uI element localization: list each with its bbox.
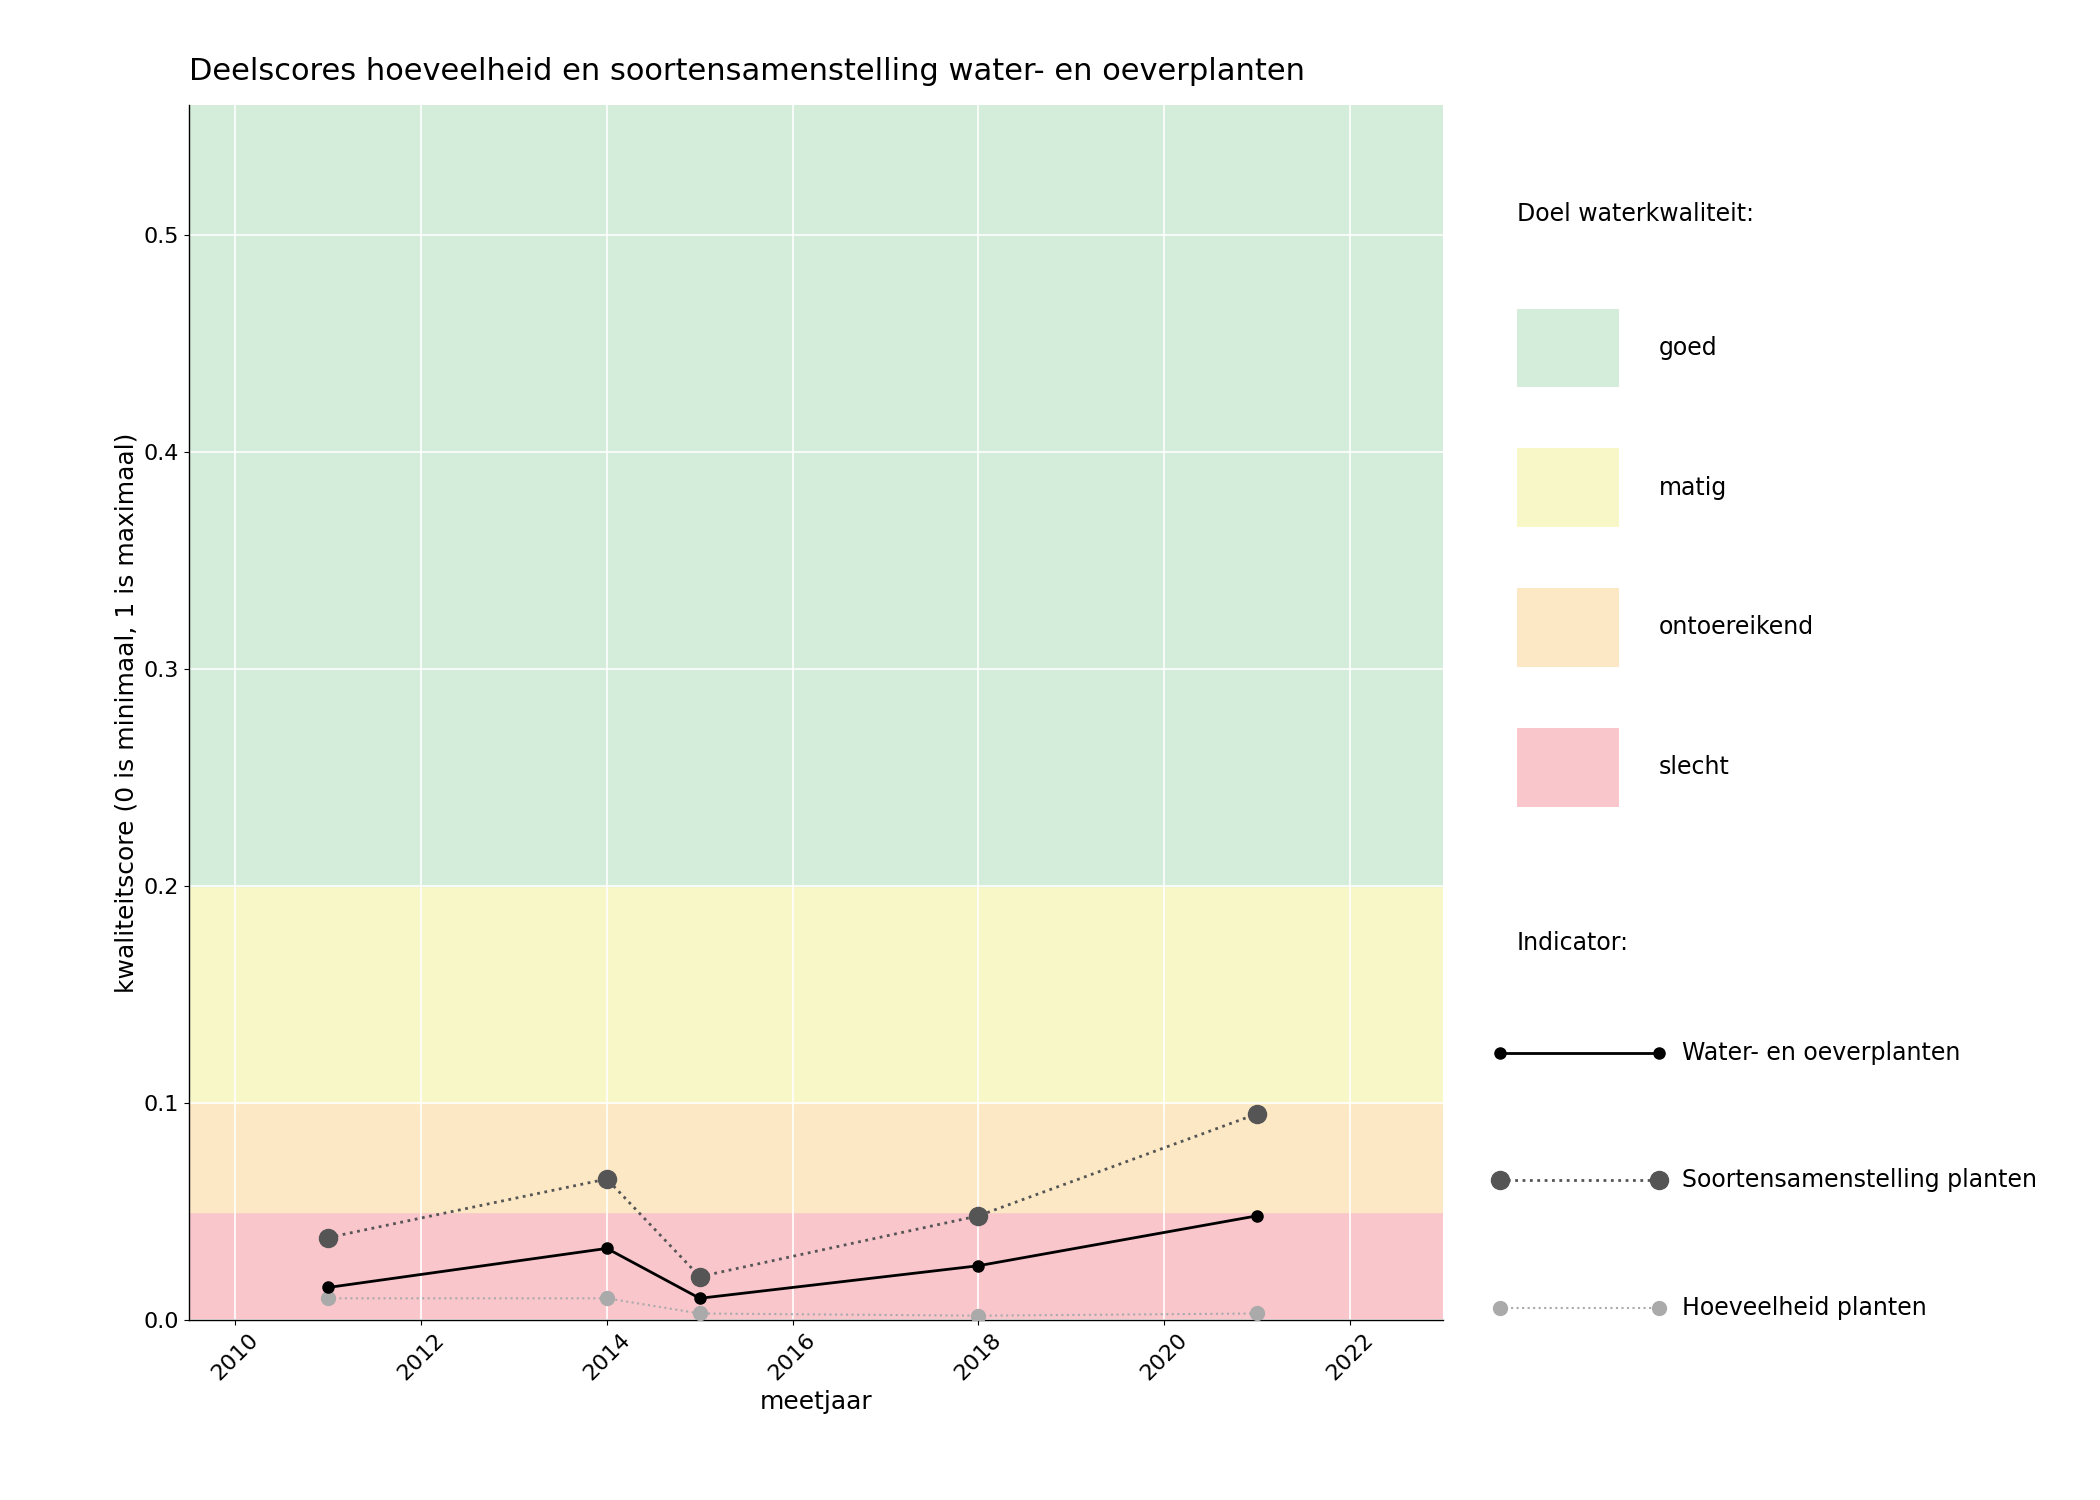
Bar [189, 886, 1443, 1102]
Text: Indicator:: Indicator: [1516, 932, 1630, 956]
Bar [189, 1102, 1443, 1212]
X-axis label: meetjaar: meetjaar [760, 1389, 871, 1413]
Bar [189, 18, 1443, 886]
Text: Water- en oeverplanten: Water- en oeverplanten [1682, 1041, 1959, 1065]
Text: Soortensamenstelling planten: Soortensamenstelling planten [1682, 1168, 2037, 1192]
FancyBboxPatch shape [1516, 448, 1619, 526]
Text: Hoeveelheid planten: Hoeveelheid planten [1682, 1296, 1926, 1320]
FancyBboxPatch shape [1516, 309, 1619, 387]
FancyBboxPatch shape [1516, 728, 1619, 807]
Text: matig: matig [1659, 476, 1728, 500]
Y-axis label: kwaliteitscore (0 is minimaal, 1 is maximaal): kwaliteitscore (0 is minimaal, 1 is maxi… [113, 432, 139, 993]
Text: ontoereikend: ontoereikend [1659, 615, 1814, 639]
Text: Doel waterkwaliteit:: Doel waterkwaliteit: [1516, 202, 1754, 226]
Text: slecht: slecht [1659, 754, 1730, 778]
Text: goed: goed [1659, 336, 1718, 360]
Text: Deelscores hoeveelheid en soortensamenstelling water- en oeverplanten: Deelscores hoeveelheid en soortensamenst… [189, 57, 1304, 86]
Bar [189, 1212, 1443, 1320]
FancyBboxPatch shape [1516, 588, 1619, 668]
